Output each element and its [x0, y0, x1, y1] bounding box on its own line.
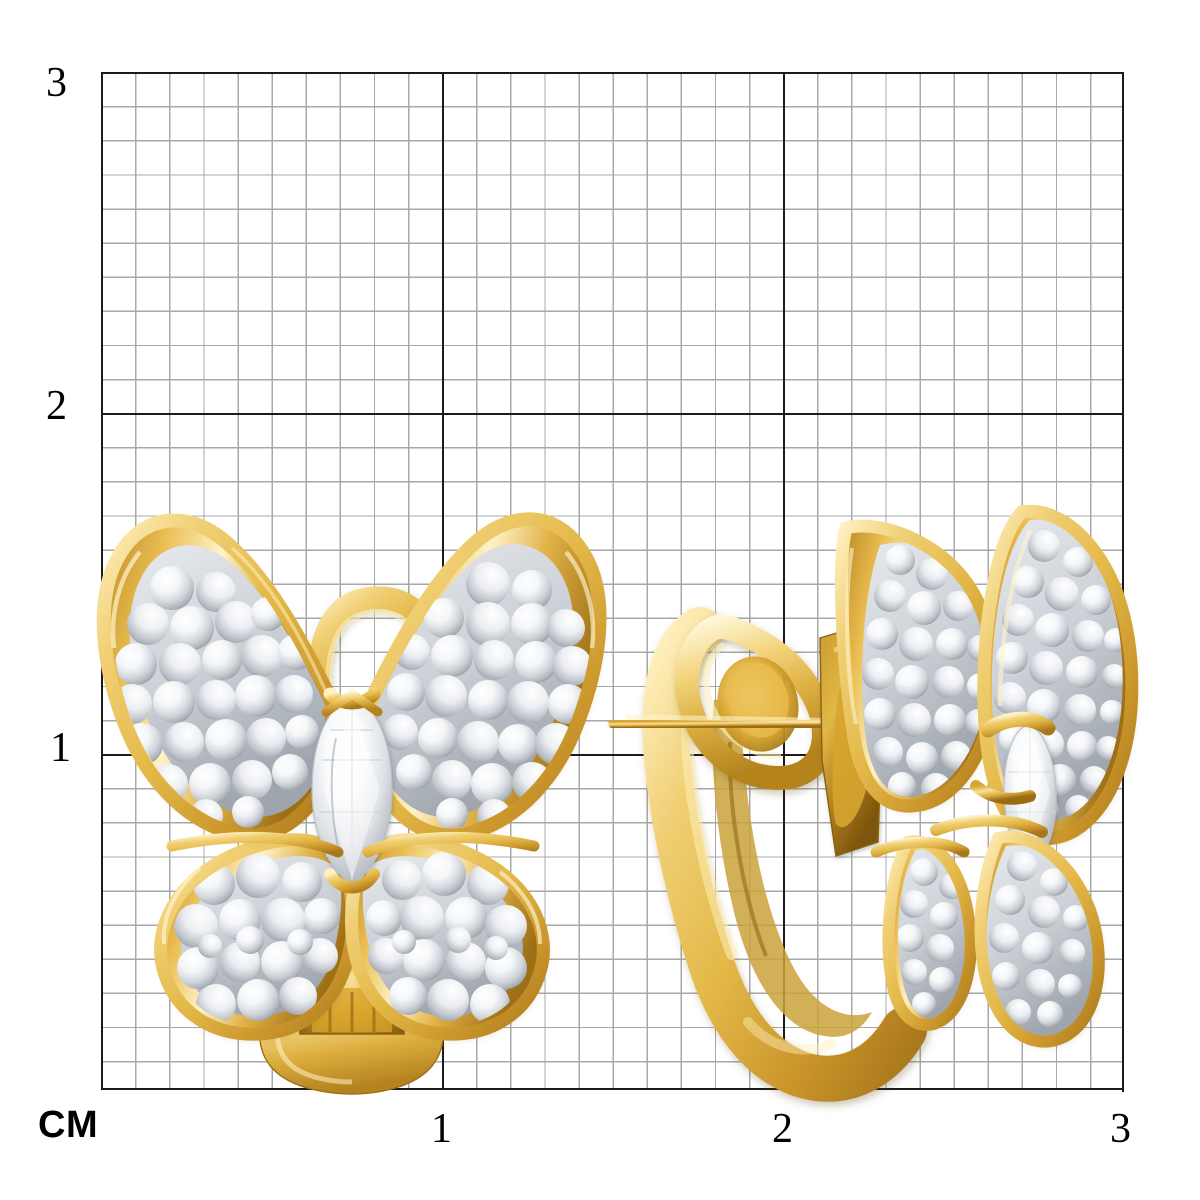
grid-bottom-edge [101, 1088, 1124, 1090]
axis-label-bottom-2: 2 [772, 1106, 793, 1152]
grid-right-edge [1122, 72, 1124, 1092]
unit-label-cm: CM [38, 1104, 99, 1146]
measurement-grid [101, 72, 1124, 1090]
axis-label-bottom-1: 1 [431, 1106, 452, 1152]
axis-label-left-2: 2 [46, 383, 67, 429]
axis-label-left-3: 3 [46, 60, 67, 106]
axis-label-bottom-3: 3 [1110, 1106, 1131, 1152]
axis-label-left-1: 1 [50, 725, 71, 771]
